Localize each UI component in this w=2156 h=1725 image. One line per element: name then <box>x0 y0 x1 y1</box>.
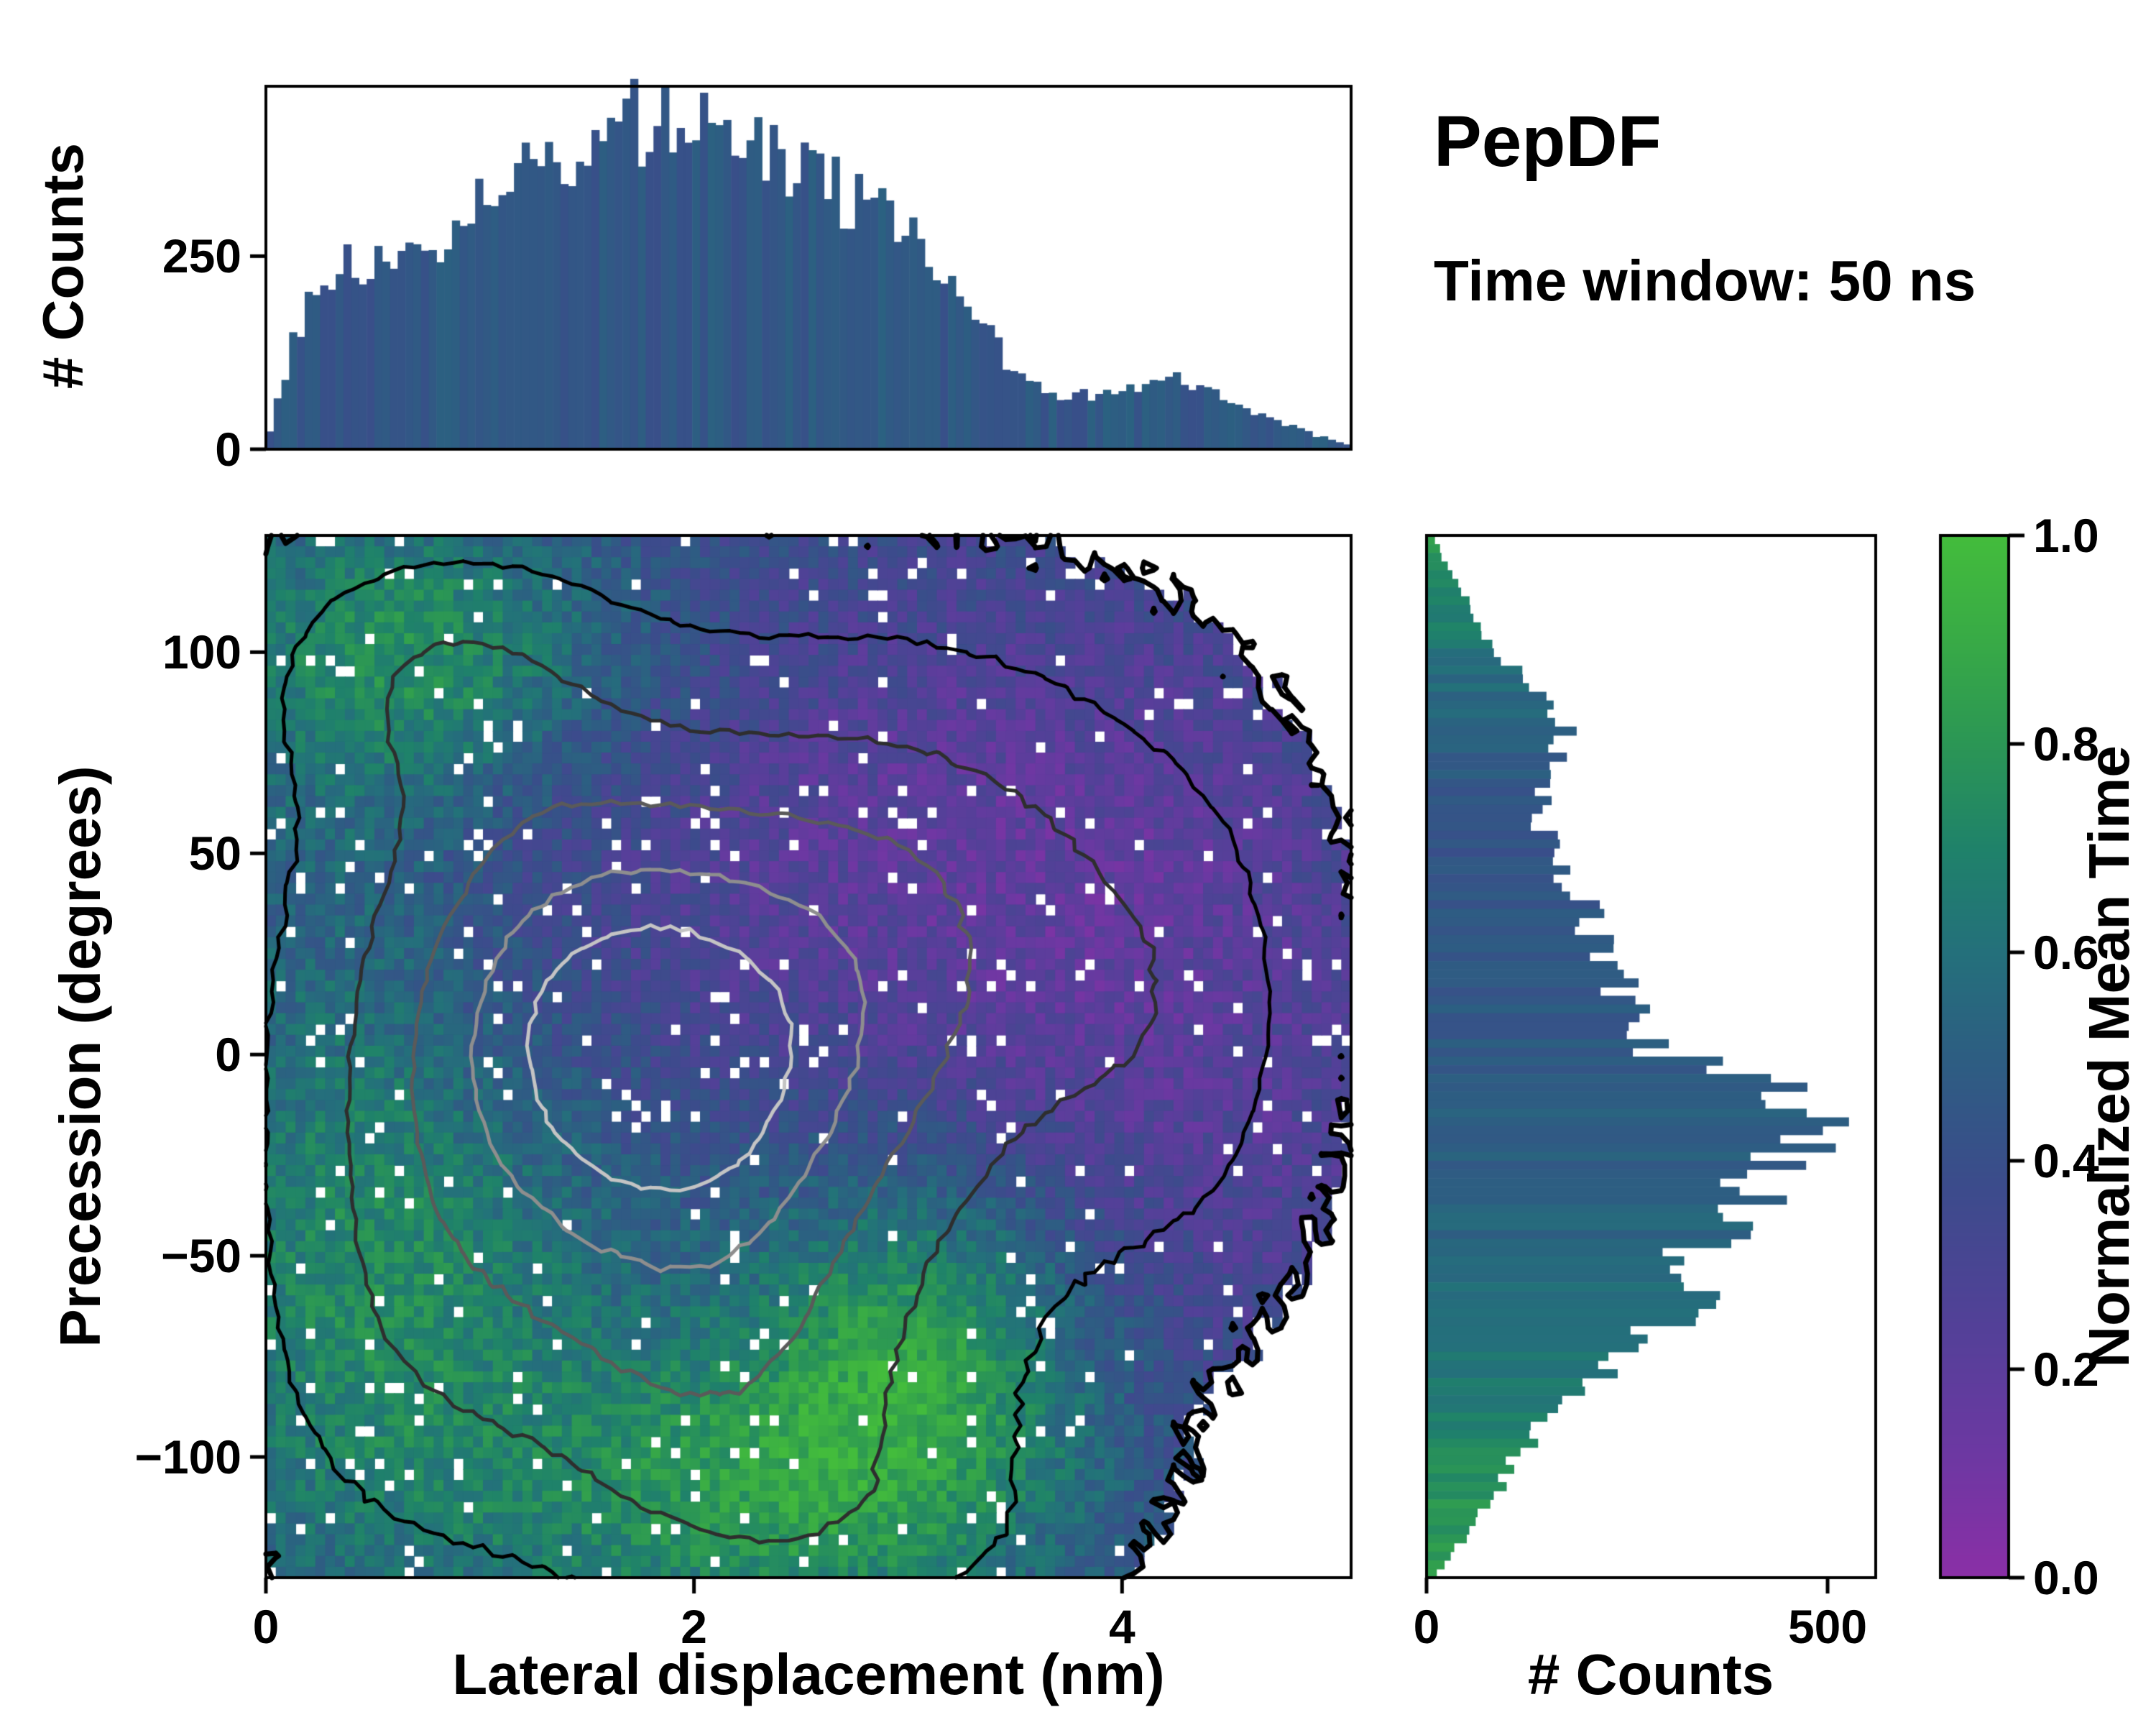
tick-label: 500 <box>1787 1600 1868 1653</box>
tick-label: 0.6 <box>2033 926 2099 979</box>
tick-label: 100 <box>162 625 241 679</box>
figure-subtitle: Time window: 50 ns <box>1434 249 1976 313</box>
tick-label: 250 <box>162 229 241 283</box>
tick-label: 0.2 <box>2033 1343 2099 1396</box>
tick-label: 0 <box>1413 1600 1440 1653</box>
right-hist-x-axis-label: # Counts <box>1527 1642 1774 1706</box>
tick-label: −50 <box>161 1229 241 1283</box>
colorbar-label: Normalized Mean Time <box>2077 745 2141 1368</box>
tick-label: 0.8 <box>2033 717 2099 770</box>
tick-label: 0 <box>215 423 241 476</box>
tick-label: 50 <box>188 827 241 880</box>
tick-label: 2 <box>681 1600 708 1653</box>
main-x-axis-label: Lateral displacement (nm) <box>452 1642 1165 1706</box>
tick-label: 0.0 <box>2033 1551 2099 1604</box>
top-hist-y-axis-label: # Counts <box>31 142 95 390</box>
tick-label: −100 <box>134 1430 241 1484</box>
tick-label: 1.0 <box>2033 509 2099 562</box>
main-y-axis-label: Precession (degrees) <box>48 765 112 1348</box>
tick-label: 0 <box>252 1600 280 1653</box>
figure-title: PepDF <box>1434 101 1662 182</box>
tick-label: 4 <box>1108 1600 1135 1653</box>
tick-label: 0.4 <box>2033 1134 2099 1187</box>
tick-label: 0 <box>215 1028 241 1082</box>
